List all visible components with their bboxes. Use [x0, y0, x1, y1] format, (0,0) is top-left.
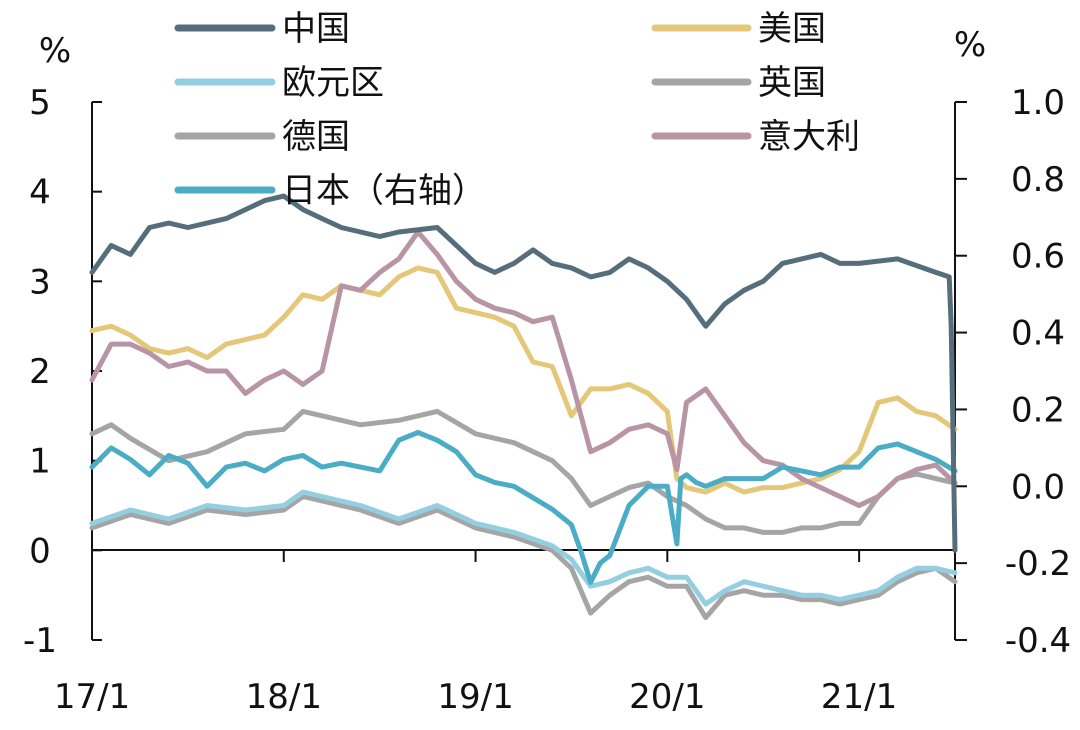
series-line-4	[89, 494, 958, 621]
legend-label: 意大利	[758, 117, 860, 157]
x-tick-label: 20/1	[629, 677, 705, 717]
left-tick-label: -1	[23, 621, 57, 661]
right-tick-label: 0.6	[1011, 237, 1065, 277]
right-axis-ticks: 1.0 0.8 0.6 0.4 0.2 0.0 -0.2 -0.4	[955, 83, 1071, 661]
legend-label: 美国	[758, 9, 826, 49]
left-tick-label: 5	[29, 83, 51, 123]
right-tick-label: -0.4	[1005, 621, 1071, 661]
series-line-1	[89, 265, 958, 495]
right-tick-label: 1.0	[1011, 83, 1065, 123]
x-tick-label: 18/1	[246, 677, 322, 717]
right-tick-label: 0.4	[1011, 314, 1065, 354]
left-axis-unit-label: %	[39, 31, 71, 71]
series-line-3	[89, 408, 958, 535]
series-line-0	[89, 193, 958, 553]
left-tick-label: 3	[29, 262, 51, 302]
right-tick-label: 0.2	[1011, 390, 1065, 430]
right-tick-label: 0.0	[1011, 467, 1065, 507]
right-tick-label: 0.8	[1011, 160, 1065, 200]
right-tick-label: -0.2	[1005, 544, 1071, 584]
x-tick-label: 19/1	[437, 677, 513, 717]
legend-label: 欧元区	[282, 63, 384, 103]
left-tick-label: 1	[29, 442, 51, 482]
series-line-5	[89, 229, 958, 508]
x-tick-label: 21/1	[821, 677, 897, 717]
x-tick-label: 17/1	[54, 677, 130, 717]
series-line-6	[89, 430, 958, 585]
legend-label: 日本（右轴）	[282, 171, 486, 211]
series-layer	[89, 193, 958, 621]
legend-label: 中国	[282, 9, 350, 49]
right-axis-unit-label: %	[954, 25, 986, 65]
series-line-2	[89, 489, 958, 607]
legend-label: 德国	[282, 117, 350, 157]
left-tick-label: 4	[29, 173, 51, 213]
left-tick-label: 0	[29, 531, 51, 571]
left-axis-ticks: 5 4 3 2 1 0 -1	[23, 83, 102, 661]
left-tick-label: 2	[29, 352, 51, 392]
legend-label: 英国	[758, 63, 826, 103]
x-axis-ticks: 17/1 18/1 19/1 20/1 21/1	[54, 550, 897, 717]
